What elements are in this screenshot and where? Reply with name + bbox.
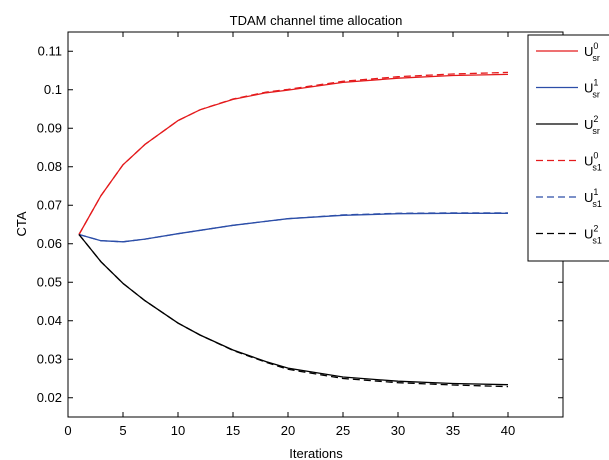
x-tick-label: 10 (171, 423, 185, 438)
y-tick-label: 0.05 (37, 274, 62, 289)
legend-box (527, 34, 609, 262)
x-tick-label: 40 (501, 423, 515, 438)
series-layer (78, 71, 509, 388)
legend-entry-label: U1 sr (584, 78, 600, 100)
legend-entry-label: U2 s1 (584, 224, 602, 246)
legend-entry-label: U1 s1 (584, 187, 602, 209)
x-tick-label: 25 (336, 423, 350, 438)
y-tick-label: 0.03 (37, 351, 62, 366)
y-tick-label: 0.08 (37, 159, 62, 174)
x-tick-label: 0 (64, 423, 71, 438)
x-tick-label: 20 (281, 423, 295, 438)
y-axis-ticks: 0.02 0.03 0.04 0.05 0.06 0.07 0.08 0.09 0.1 0.11 (37, 43, 563, 405)
x-tick-label: 30 (391, 423, 405, 438)
series-line-4 (78, 212, 508, 243)
legend: U0 sr U1 sr U2 sr U0 s1 U1 s1 U2 s1 (527, 34, 609, 262)
series-line-2 (78, 234, 509, 386)
x-axis-label: Iterations (289, 446, 343, 460)
x-tick-label: 35 (446, 423, 460, 438)
legend-entry-label: U0 sr (584, 41, 600, 63)
y-tick-label: 0.09 (37, 120, 62, 135)
y-axis-label: CTA (14, 211, 29, 236)
series-line-3 (78, 71, 509, 235)
y-tick-label: 0.04 (37, 313, 62, 328)
plot-area (67, 31, 564, 418)
y-tick-label: 0.07 (37, 197, 62, 212)
x-tick-label: 5 (119, 423, 126, 438)
legend-entry-label: U0 s1 (584, 151, 602, 173)
plot-frame (67, 31, 564, 418)
y-tick-label: 0.02 (37, 390, 62, 405)
y-tick-label: 0.11 (38, 43, 62, 58)
x-axis-ticks: 0 5 10 15 20 25 30 35 40 (64, 32, 515, 438)
y-tick-label: 0.1 (44, 82, 62, 97)
chart-title: TDAM channel time allocation (230, 13, 403, 28)
series-line-5 (78, 234, 509, 388)
y-tick-label: 0.06 (37, 236, 62, 251)
x-tick-label: 15 (226, 423, 240, 438)
legend-entry-label: U2 sr (584, 114, 600, 136)
